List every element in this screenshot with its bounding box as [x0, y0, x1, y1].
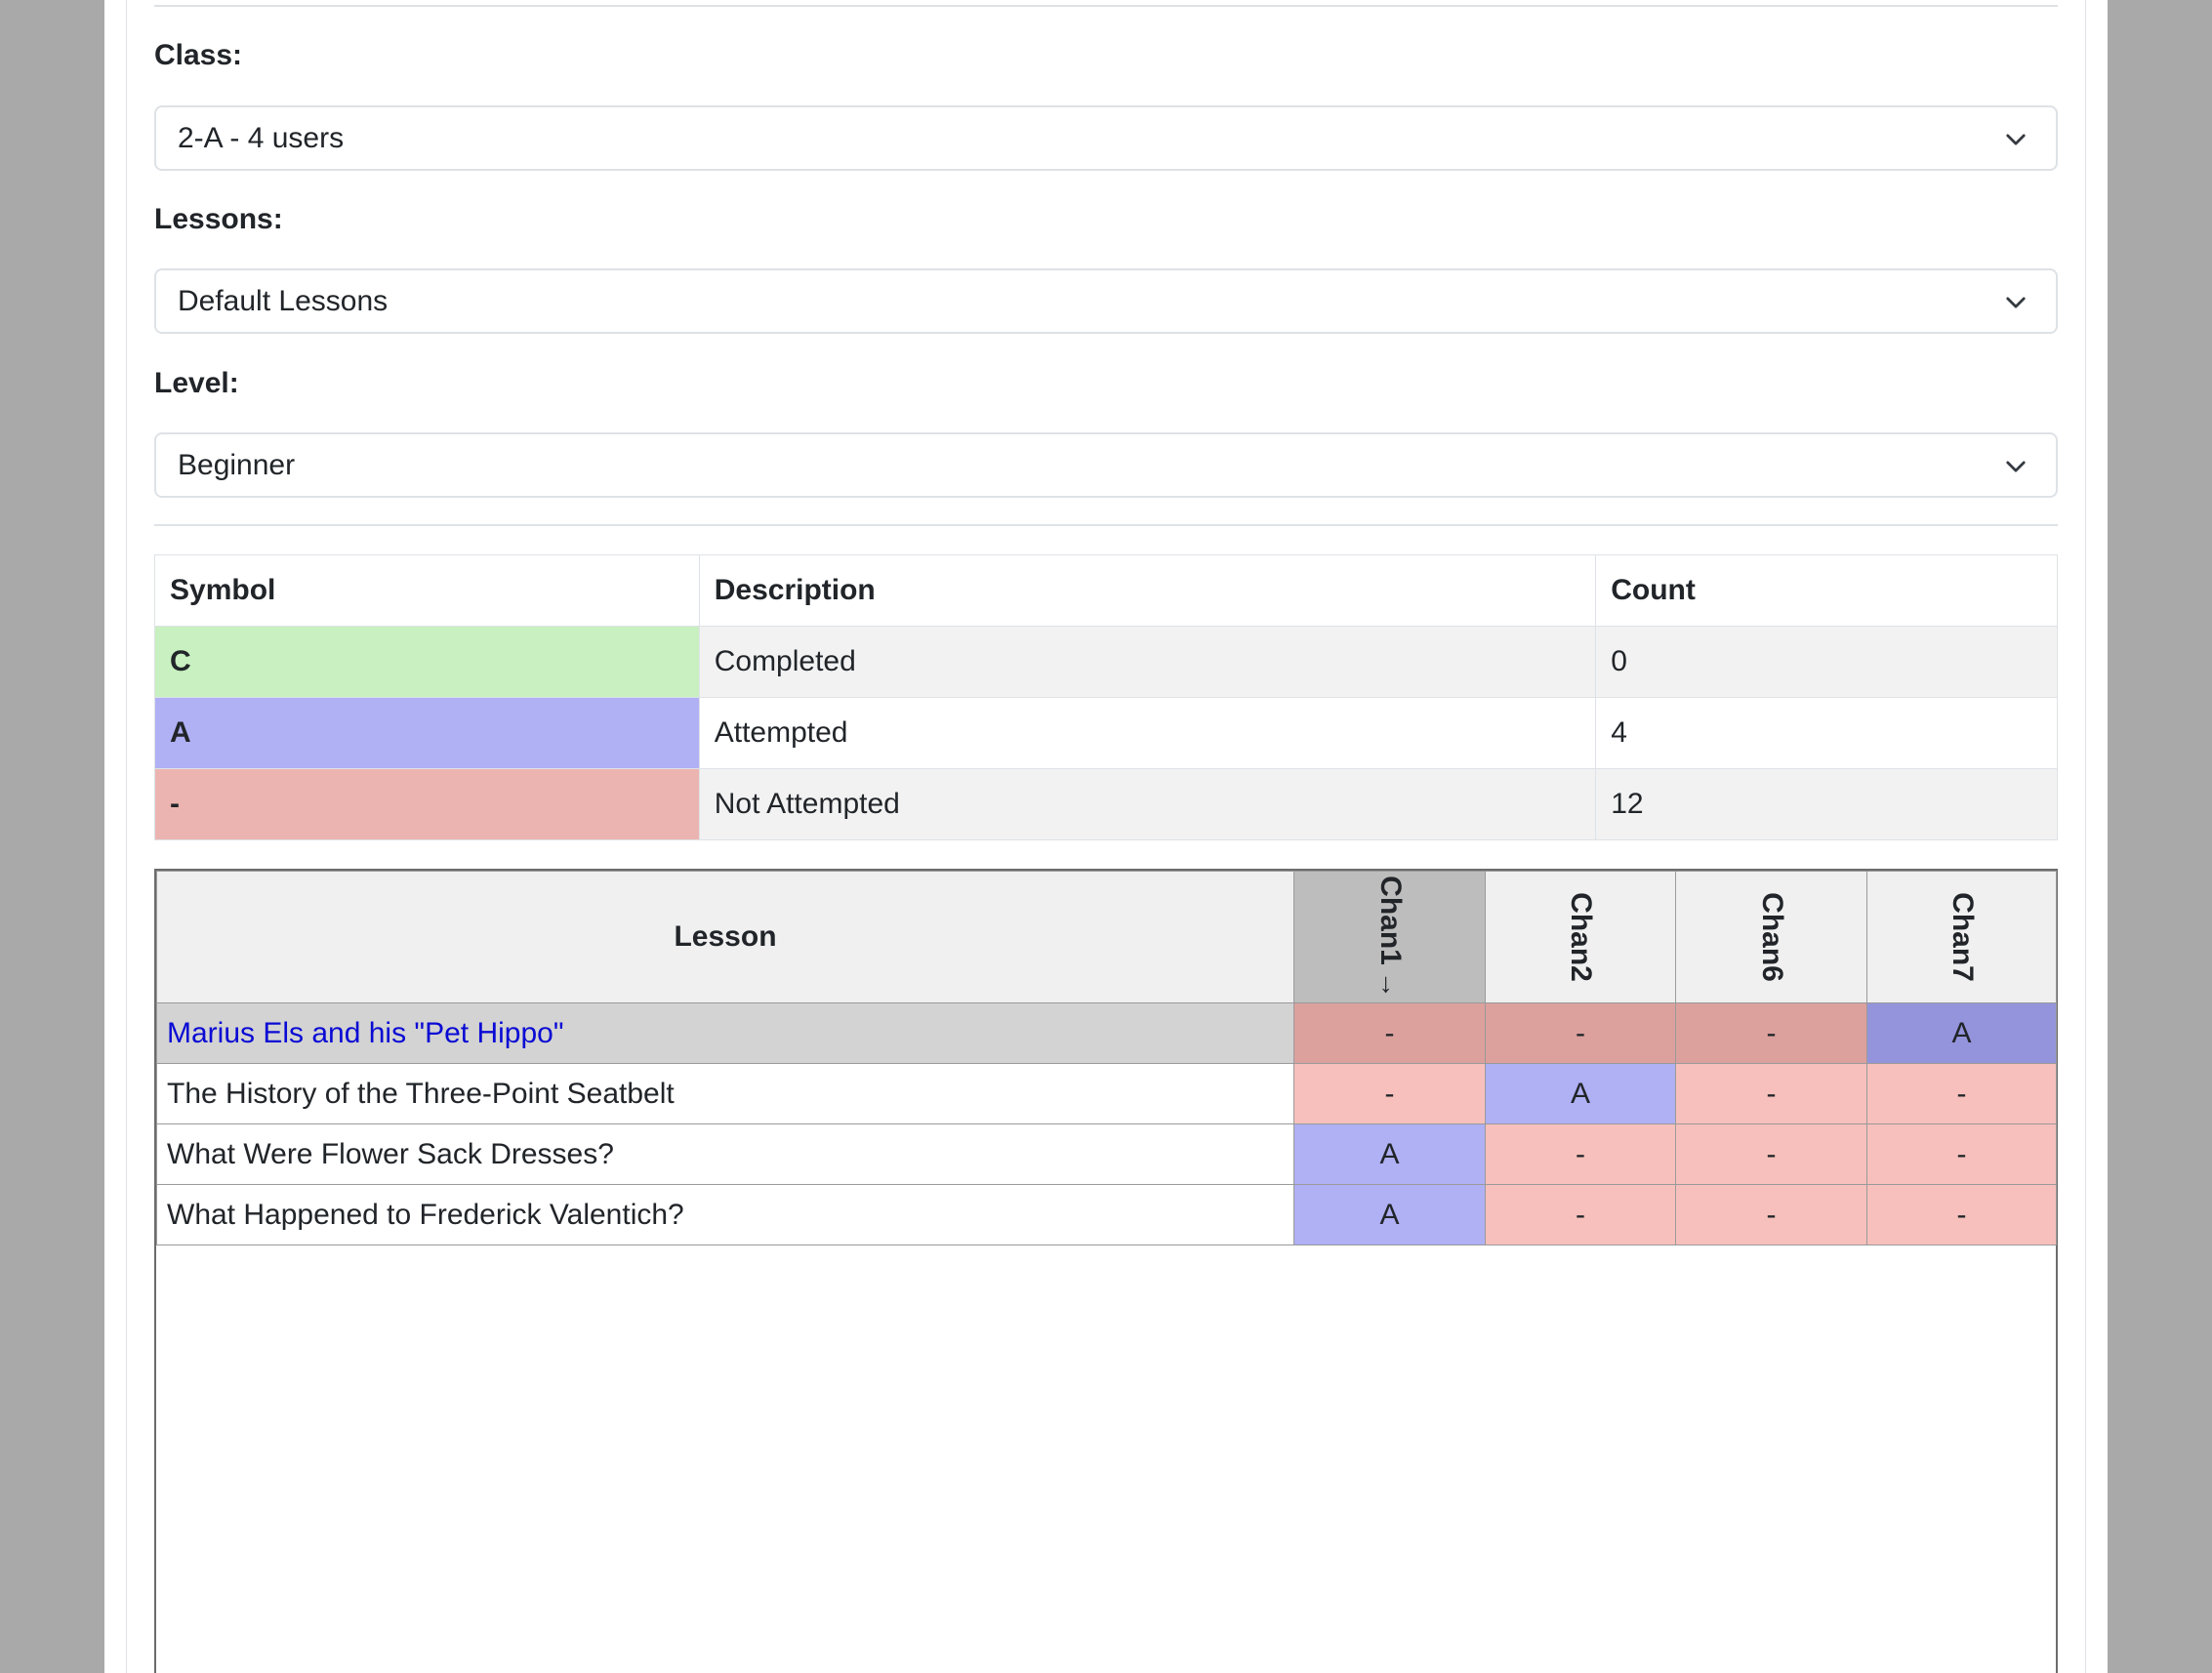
table-row: What Happened to Frederick Valentich? A … [156, 1184, 2057, 1245]
legend-count: 0 [1595, 626, 2058, 698]
status-cell[interactable]: - [1866, 1063, 2057, 1124]
level-select[interactable]: Beginner [154, 432, 2058, 498]
legend-table: Symbol Description Count C Completed 0 A… [154, 554, 2058, 840]
table-row: Marius Els and his "Pet Hippo" - - - A [156, 1002, 2057, 1064]
level-label: Level: [154, 367, 239, 399]
level-select-value: Beginner [178, 448, 296, 481]
legend-description: Attempted [698, 697, 1597, 769]
status-cell[interactable]: - [1675, 1123, 1867, 1185]
legend-symbol: A [154, 697, 700, 769]
status-cell[interactable]: A [1293, 1123, 1486, 1185]
status-cell[interactable]: - [1293, 1063, 1486, 1124]
lesson-name-cell[interactable]: What Happened to Frederick Valentich? [156, 1184, 1294, 1245]
legend-header-description: Description [698, 554, 1597, 627]
status-cell[interactable]: - [1675, 1063, 1867, 1124]
filters-divider [154, 524, 2058, 526]
chevron-down-icon [2006, 134, 2026, 145]
lesson-name-cell[interactable]: The History of the Three-Point Seatbelt [156, 1063, 1294, 1124]
status-cell[interactable]: A [1293, 1184, 1486, 1245]
class-select[interactable]: 2-A - 4 users [154, 105, 2058, 171]
status-cell[interactable]: - [1866, 1123, 2057, 1185]
status-cell[interactable]: A [1485, 1063, 1676, 1124]
column-header-label: Chan1 [1373, 876, 1407, 965]
legend-description: Not Attempted [698, 768, 1597, 840]
column-header-chan7[interactable]: Chan7 [1866, 871, 2057, 1003]
status-cell[interactable]: - [1485, 1123, 1676, 1185]
top-divider [154, 5, 2058, 7]
legend-row-completed: C Completed 0 [154, 626, 2058, 698]
column-header-chan2[interactable]: Chan2 [1485, 871, 1676, 1003]
status-cell[interactable]: - [1485, 1184, 1676, 1245]
lessons-label: Lessons: [154, 203, 283, 235]
column-header-label: Chan7 [1946, 892, 1979, 982]
table-row: The History of the Three-Point Seatbelt … [156, 1063, 2057, 1124]
legend-header-count: Count [1595, 554, 2058, 627]
class-label: Class: [154, 39, 243, 71]
arrow-down-icon: → [1374, 970, 1406, 999]
status-cell[interactable]: - [1293, 1002, 1486, 1064]
class-select-value: 2-A - 4 users [178, 121, 345, 154]
legend-symbol: - [154, 768, 700, 840]
column-header-chan6[interactable]: Chan6 [1675, 871, 1867, 1003]
status-cell[interactable]: - [1866, 1184, 2057, 1245]
legend-count: 4 [1595, 697, 2058, 769]
legend-header-symbol: Symbol [154, 554, 700, 627]
progress-grid: Lesson Chan1 → Chan2 Chan6 Chan7 Marius E… [156, 871, 2057, 1245]
column-header-label: Chan6 [1755, 892, 1788, 982]
legend-symbol: C [154, 626, 700, 698]
legend-row-not-attempted: - Not Attempted 12 [154, 768, 2058, 840]
status-cell[interactable]: - [1485, 1002, 1676, 1064]
legend-row-attempted: A Attempted 4 [154, 697, 2058, 769]
progress-grid-container: Lesson Chan1 → Chan2 Chan6 Chan7 Marius E… [154, 869, 2058, 1673]
legend-description: Completed [698, 626, 1597, 698]
status-cell[interactable]: A [1866, 1002, 2057, 1064]
chevron-down-icon [2006, 297, 2026, 308]
legend-header-row: Symbol Description Count [154, 554, 2058, 627]
lesson-name-cell: Marius Els and his "Pet Hippo" [156, 1002, 1294, 1064]
grid-header-row: Lesson Chan1 → Chan2 Chan6 Chan7 [156, 871, 2057, 1003]
lessons-select-value: Default Lessons [178, 284, 389, 317]
legend-count: 12 [1595, 768, 2058, 840]
status-cell[interactable]: - [1675, 1184, 1867, 1245]
lessons-select[interactable]: Default Lessons [154, 268, 2058, 334]
status-cell[interactable]: - [1675, 1002, 1867, 1064]
chevron-down-icon [2006, 461, 2026, 472]
table-row: What Were Flower Sack Dresses? A - - - [156, 1123, 2057, 1185]
column-header-label: Chan2 [1565, 892, 1597, 982]
lesson-name-cell[interactable]: What Were Flower Sack Dresses? [156, 1123, 1294, 1185]
lesson-link[interactable]: Marius Els and his "Pet Hippo" [167, 1016, 564, 1049]
lesson-column-header[interactable]: Lesson [156, 871, 1294, 1003]
column-header-chan1[interactable]: Chan1 → [1293, 871, 1486, 1003]
